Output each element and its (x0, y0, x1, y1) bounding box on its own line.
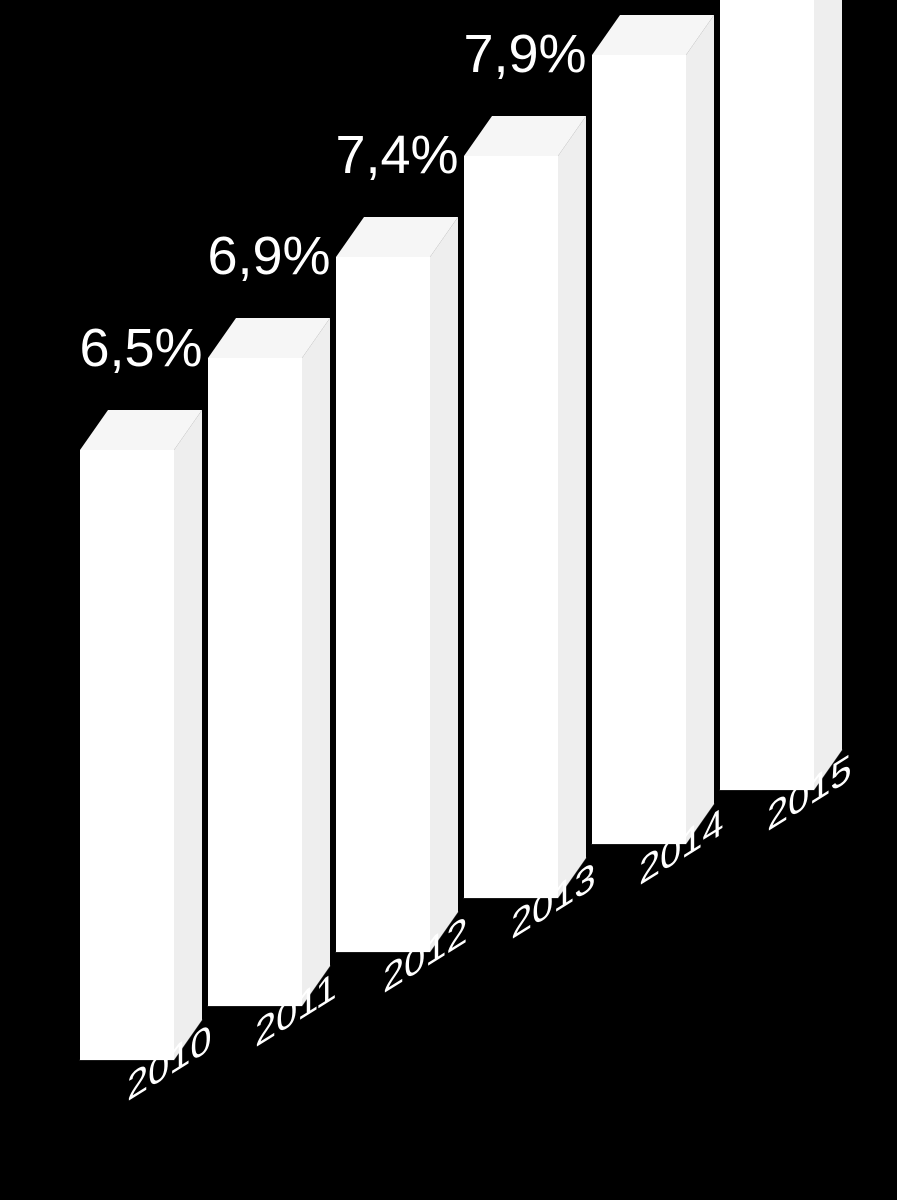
bar-front (208, 358, 302, 1006)
value-label: 7,9% (463, 24, 586, 84)
bar-side (174, 410, 202, 1060)
bar-front (720, 0, 814, 790)
value-label: 6,5% (79, 318, 202, 378)
bar-front (592, 55, 686, 844)
bar-side (558, 116, 586, 898)
bar-side (814, 0, 842, 790)
value-label: 7,4% (335, 125, 458, 185)
bar-side (686, 15, 714, 844)
bar-chart-3d: 6,5%20106,9%20117,4%20127,9%20138,4%2014… (0, 0, 897, 1200)
bar-front (464, 156, 558, 898)
bar-side (430, 217, 458, 952)
bar-front (336, 257, 430, 952)
bar-side (302, 318, 330, 1006)
value-label: 6,9% (207, 226, 330, 286)
bar-front (80, 450, 174, 1060)
